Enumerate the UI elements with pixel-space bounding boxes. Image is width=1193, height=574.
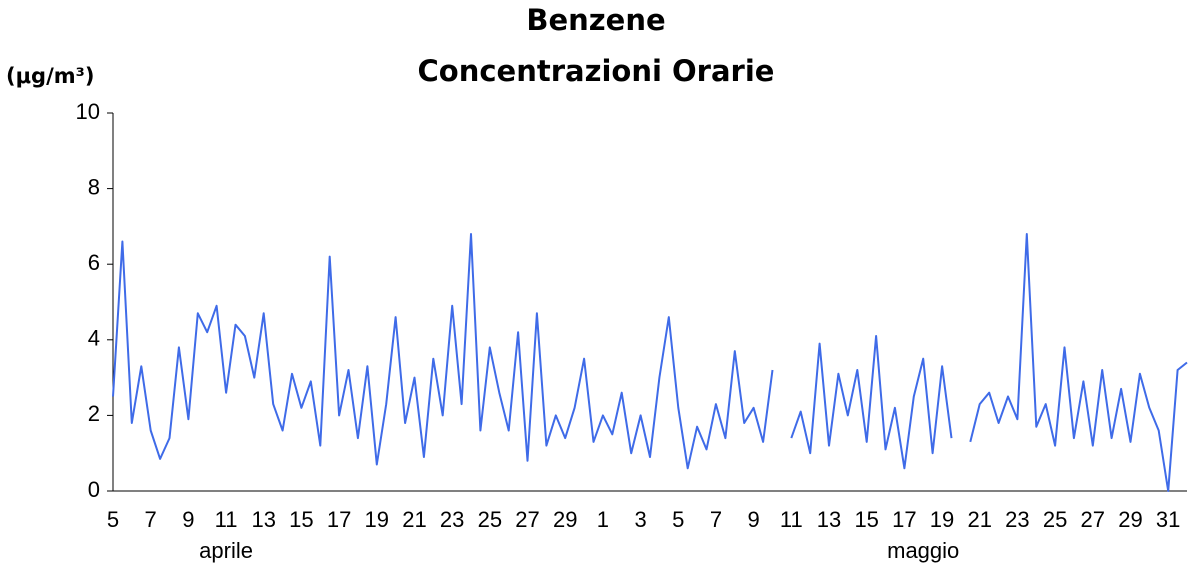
y-axis-label: (μg/m³) [6,64,94,88]
x-tick-label: 31 [1156,507,1180,532]
x-tick-label: 1 [597,507,609,532]
x-tick-label: 9 [748,507,760,532]
x-tick-label: 17 [892,507,916,532]
x-tick-label: 21 [967,507,991,532]
x-tick-label: 13 [817,507,841,532]
x-tick-label: 21 [402,507,426,532]
x-tick-label: 19 [930,507,954,532]
x-tick-label: 27 [1081,507,1105,532]
y-tick-label: 10 [76,99,100,124]
y-tick-label: 0 [88,477,100,502]
x-tick-label: 17 [327,507,351,532]
x-tick-label: 5 [107,507,119,532]
x-tick-label: 11 [780,507,803,532]
chart-subtitle: Concentrazioni Orarie [418,54,775,88]
x-tick-label: 13 [251,507,275,532]
x-tick-label: 7 [145,507,157,532]
x-tick-label: 3 [634,507,646,532]
y-tick-label: 6 [88,250,100,275]
y-tick-label: 8 [88,174,100,199]
x-tick-label: 29 [1118,507,1142,532]
x-tick-label: 5 [672,507,684,532]
x-tick-label: 11 [215,507,238,532]
x-tick-label: 9 [182,507,194,532]
y-tick-label: 2 [88,401,100,426]
x-tick-label: 15 [854,507,878,532]
x-group-label: aprile [199,538,253,563]
x-tick-label: 23 [440,507,464,532]
x-tick-label: 27 [515,507,539,532]
x-tick-label: 7 [710,507,722,532]
x-tick-label: 15 [289,507,313,532]
data-line [112,233,1188,492]
x-group-label: maggio [887,538,959,563]
x-tick-label: 23 [1005,507,1029,532]
x-tick-label: 19 [365,507,389,532]
x-tick-label: 25 [1043,507,1067,532]
chart-title: Benzene [526,3,665,37]
x-tick-label: 25 [478,507,502,532]
y-tick-label: 4 [88,326,100,351]
x-tick-label: 29 [553,507,577,532]
